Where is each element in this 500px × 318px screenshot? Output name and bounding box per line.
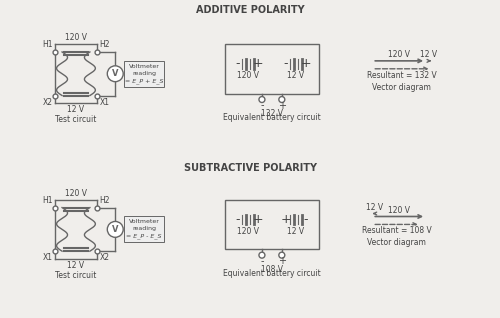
Text: X1: X1	[100, 98, 110, 107]
Bar	[124, 61, 164, 86]
Text: 120 V: 120 V	[388, 205, 410, 215]
Text: +: +	[278, 256, 286, 266]
Text: 12 V: 12 V	[366, 203, 384, 211]
Text: 132 V: 132 V	[261, 109, 283, 118]
Text: -: -	[236, 57, 240, 70]
Text: 120 V: 120 V	[65, 33, 87, 42]
Text: -: -	[236, 213, 240, 226]
Text: Test circuit: Test circuit	[56, 115, 96, 124]
Text: +: +	[278, 100, 286, 111]
Bar	[224, 44, 319, 93]
Text: H1: H1	[42, 196, 52, 204]
Text: SUBTRACTIVE POLARITY: SUBTRACTIVE POLARITY	[184, 163, 316, 173]
Text: 12 V: 12 V	[68, 261, 84, 270]
Text: Vector diagram: Vector diagram	[367, 238, 426, 247]
Text: 120 V: 120 V	[237, 71, 259, 80]
Text: X1: X1	[42, 253, 52, 262]
Bar	[224, 200, 319, 249]
Text: Voltmeter: Voltmeter	[128, 219, 160, 225]
Text: 132 V: 132 V	[125, 67, 147, 76]
Text: reading: reading	[132, 71, 156, 76]
Text: 108 V: 108 V	[261, 265, 283, 274]
Circle shape	[259, 252, 265, 258]
Text: 12 V: 12 V	[287, 227, 304, 236]
Text: V: V	[112, 225, 118, 234]
Text: +: +	[300, 57, 311, 70]
Text: -: -	[284, 57, 288, 70]
Bar	[124, 217, 164, 242]
Text: Equivalent battery circuit: Equivalent battery circuit	[223, 114, 321, 122]
Text: Equivalent battery circuit: Equivalent battery circuit	[223, 269, 321, 278]
Text: 120 V: 120 V	[237, 227, 259, 236]
Circle shape	[279, 252, 285, 258]
Text: -: -	[260, 256, 264, 266]
Text: 12 V: 12 V	[68, 106, 84, 114]
Text: = E_P - E_S: = E_P - E_S	[126, 234, 162, 239]
Circle shape	[279, 97, 285, 102]
Text: Vector diagram: Vector diagram	[372, 83, 432, 92]
Text: H2: H2	[100, 40, 110, 49]
Circle shape	[259, 97, 265, 102]
Text: +: +	[252, 213, 264, 226]
Text: -: -	[260, 100, 264, 111]
Circle shape	[108, 66, 123, 82]
Text: 12 V: 12 V	[287, 71, 304, 80]
Text: ADDITIVE POLARITY: ADDITIVE POLARITY	[196, 5, 304, 15]
Circle shape	[108, 221, 123, 237]
Text: 120 V: 120 V	[65, 189, 87, 198]
Text: +: +	[280, 213, 291, 226]
Text: H1: H1	[42, 40, 52, 49]
Text: X2: X2	[42, 98, 52, 107]
Text: Voltmeter: Voltmeter	[128, 64, 160, 69]
Text: 120 V: 120 V	[388, 50, 410, 59]
Text: 12 V: 12 V	[420, 50, 438, 59]
Text: Test circuit: Test circuit	[56, 271, 96, 280]
Text: Resultant = 132 V: Resultant = 132 V	[367, 71, 436, 80]
Text: Resultant = 108 V: Resultant = 108 V	[362, 226, 432, 235]
Text: +: +	[252, 57, 264, 70]
Text: 108 V: 108 V	[125, 223, 147, 232]
Text: -: -	[304, 213, 308, 226]
Text: = E_P + E_S: = E_P + E_S	[125, 78, 164, 84]
Text: X2: X2	[100, 253, 110, 262]
Text: H2: H2	[100, 196, 110, 204]
Text: V: V	[112, 69, 118, 78]
Text: reading: reading	[132, 226, 156, 232]
